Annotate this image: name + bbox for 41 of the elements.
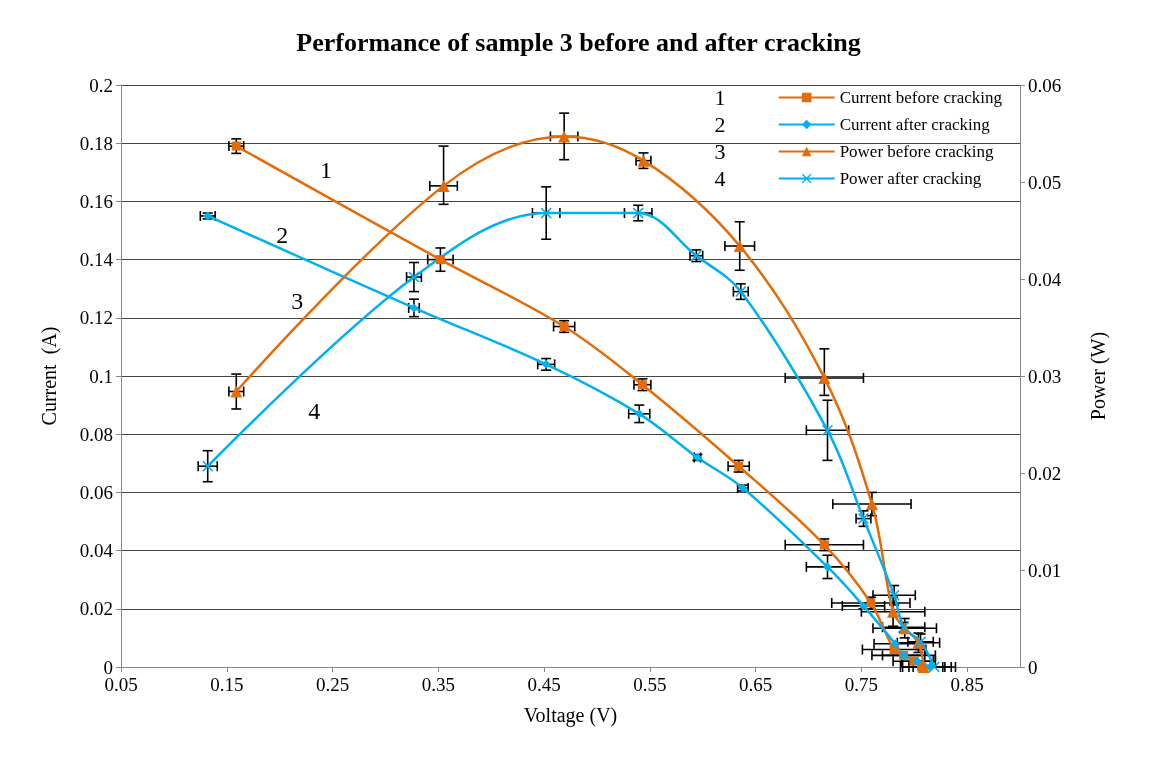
legend-label: Current before cracking: [839, 88, 1003, 107]
y-tick-label: 0.08: [79, 423, 113, 445]
y2-tick-label: 0.06: [1028, 74, 1062, 96]
x-tick-label: 0.25: [315, 674, 350, 695]
y2-tick-label: 0: [1028, 656, 1038, 678]
y-tick-label: 0.16: [79, 190, 113, 212]
chart-title: Performance of sample 3 before and after cracking: [296, 27, 861, 57]
annotation: 2: [276, 221, 289, 248]
annotation: 2: [714, 112, 726, 137]
x-axis-title: Voltage (V): [523, 704, 618, 727]
legend-label: Power after cracking: [839, 169, 982, 188]
x-tick-label: 0.15: [210, 674, 244, 695]
y2-axis-title: Power (W): [1087, 331, 1110, 421]
x-tick-label: 0.45: [527, 674, 561, 695]
x-tick-label: 0.55: [633, 674, 667, 695]
x-tick-label: 0.35: [421, 674, 455, 695]
x-tick-label: 0.75: [844, 674, 878, 695]
y2-tick-label: 0.04: [1028, 268, 1062, 290]
x-tick-label: 0.85: [950, 674, 984, 695]
y-tick-label: 0.14: [79, 249, 114, 271]
annotation: 4: [308, 397, 321, 424]
legend-label: Current after cracking: [839, 115, 991, 134]
y-tick-label: 0.02: [79, 598, 113, 620]
y-tick-label: 0.2: [89, 74, 113, 96]
annotation: 4: [714, 166, 726, 191]
annotation: 3: [714, 139, 726, 164]
y-tick-label: 0.18: [79, 132, 113, 154]
y2-tick-label: 0.02: [1028, 462, 1062, 484]
y2-tick-label: 0.03: [1028, 365, 1062, 387]
annotation: 3: [291, 288, 304, 315]
y-tick-label: 0.04: [79, 540, 114, 562]
y2-tick-label: 0.01: [1028, 559, 1062, 581]
y-tick-label: 0.06: [79, 481, 113, 503]
y-tick-label: 0.1: [89, 365, 113, 387]
y2-tick-label: 0.05: [1028, 171, 1062, 193]
legend-label: Power before cracking: [839, 142, 995, 161]
y-tick-label: 0.12: [79, 307, 113, 329]
annotation: 1: [319, 156, 332, 183]
x-tick-label: 0.65: [738, 674, 773, 695]
annotation: 1: [714, 85, 726, 110]
y-axis-title: Current (A): [38, 326, 61, 426]
